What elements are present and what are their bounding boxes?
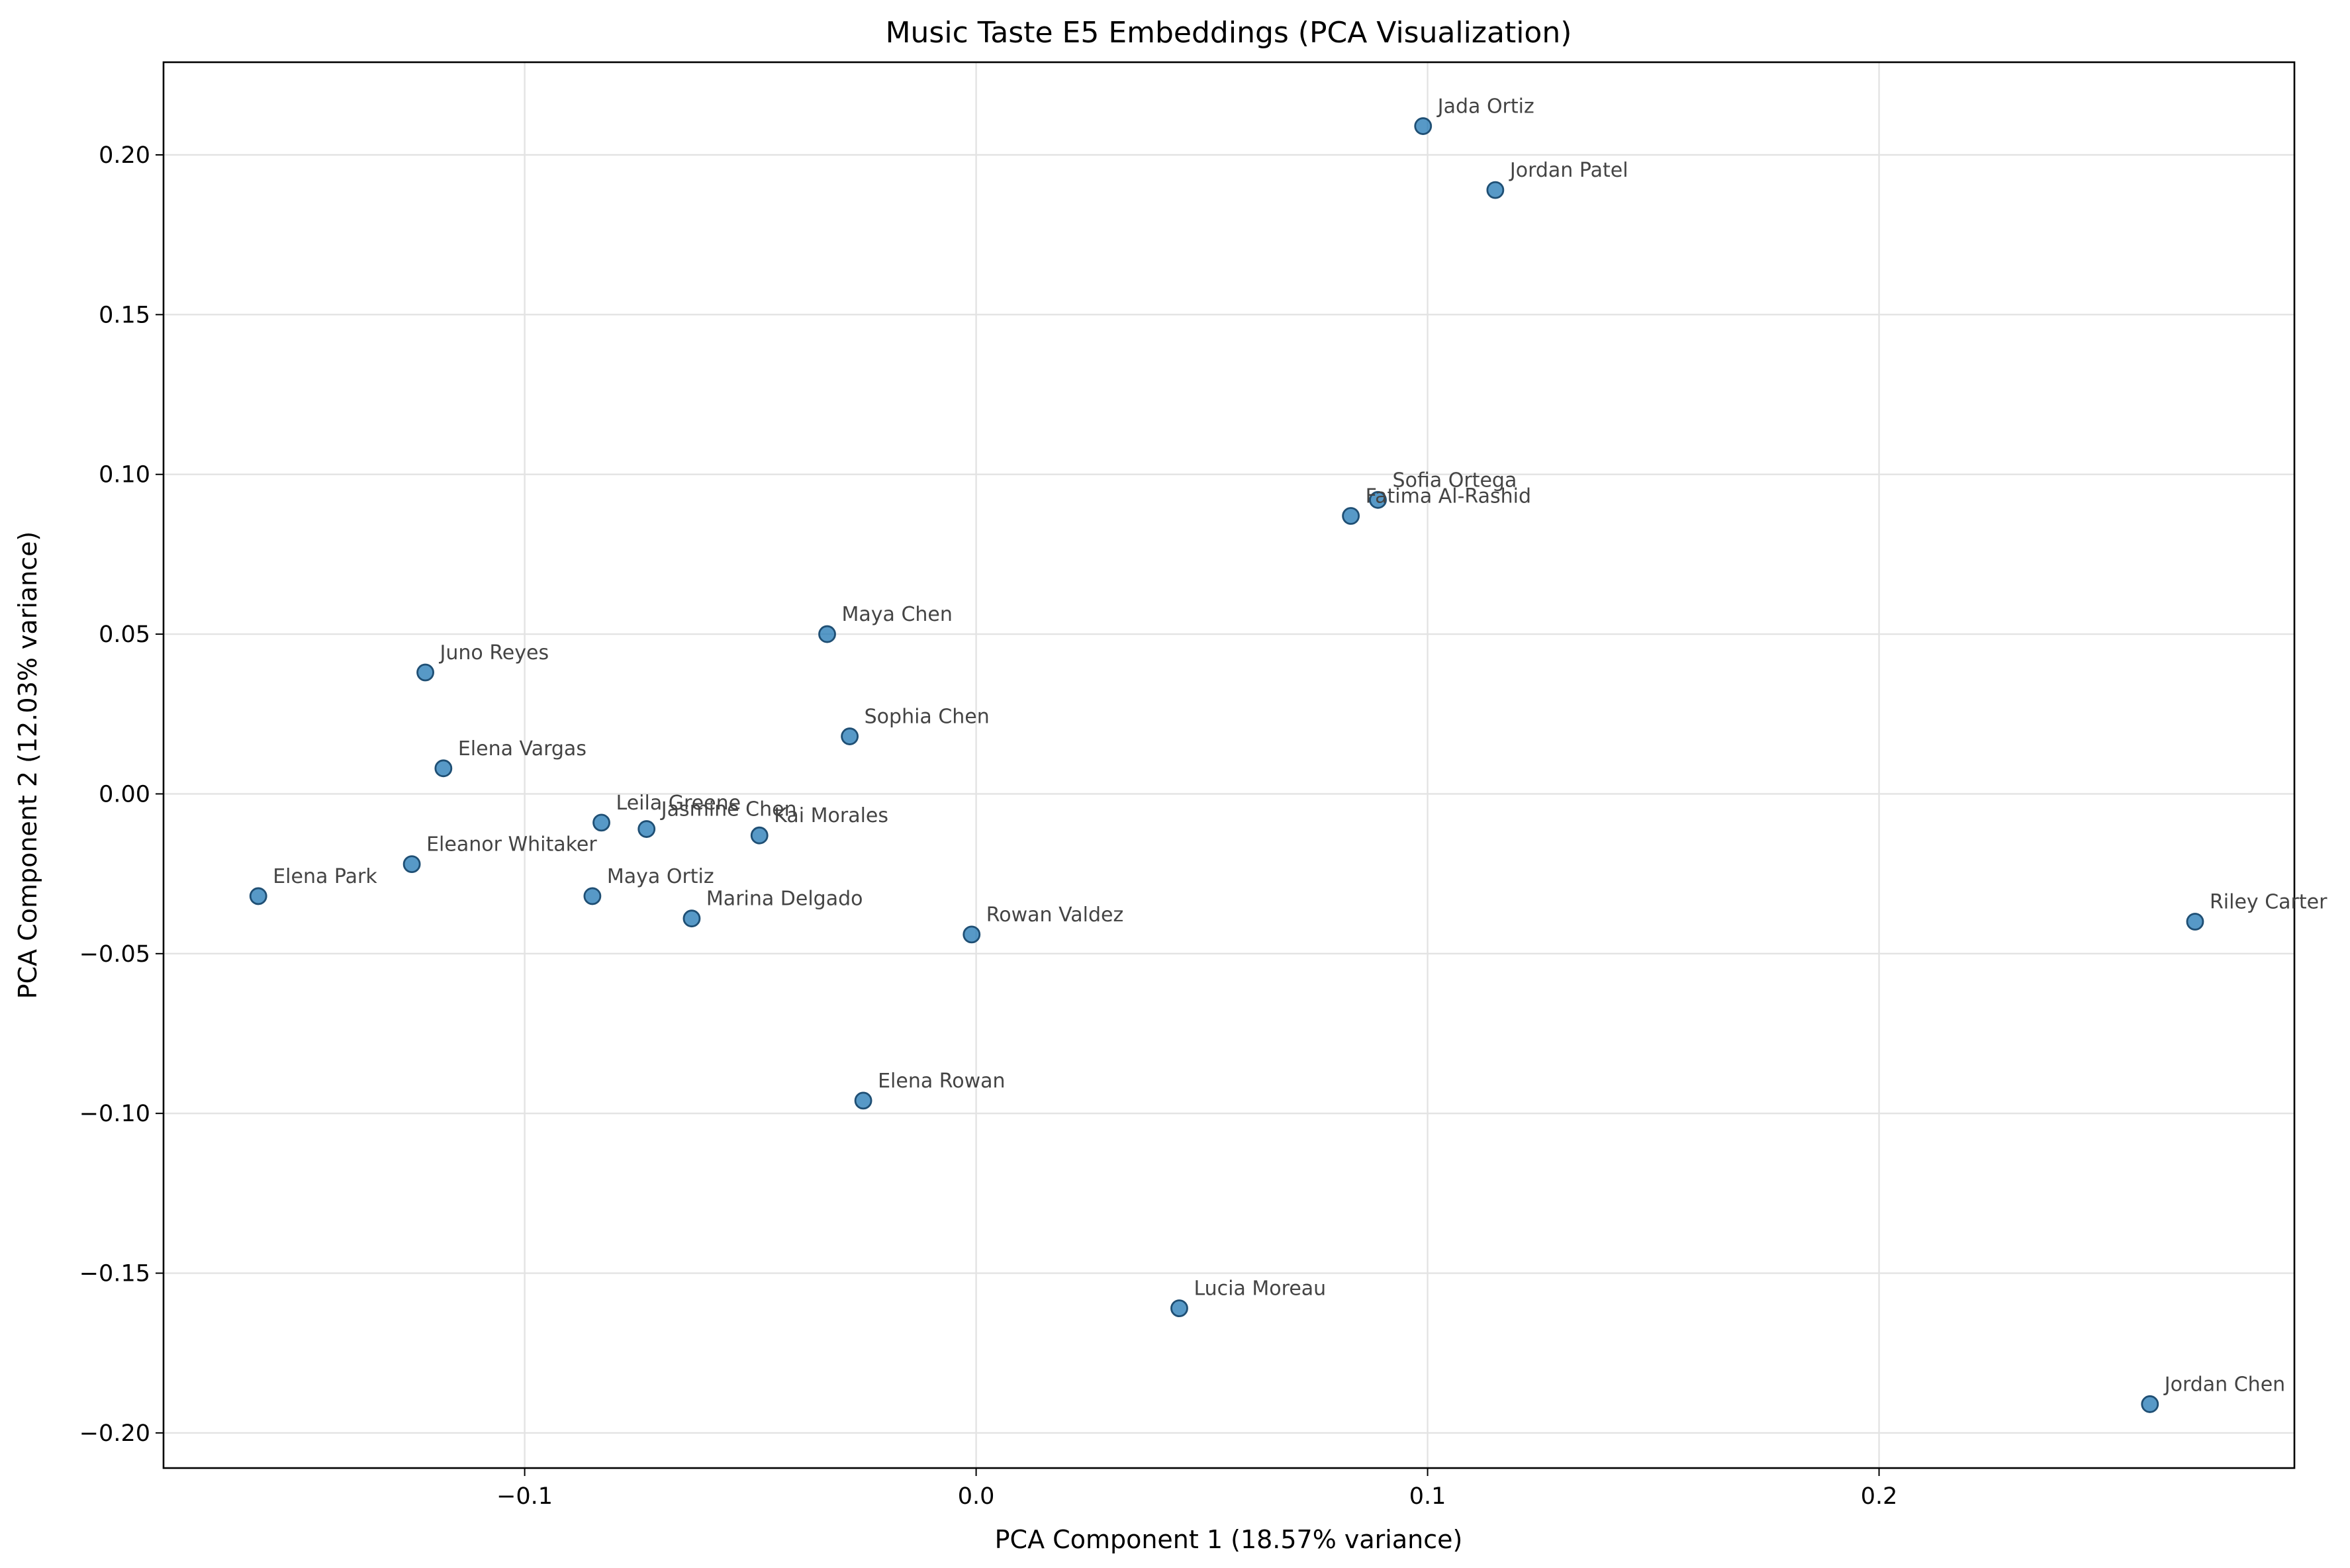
point-label: Eleanor Whitaker — [426, 833, 597, 856]
axis-ticks: −0.1 0.0 0.1 0.2 −0.20 −0.15 −0.10 −0.05 0.00 0.0… — [79, 142, 1898, 1510]
data-point — [818, 625, 836, 643]
point-label: Elena Rowan — [878, 1070, 1005, 1093]
point-label: Fatima Al-Rashid — [1366, 484, 1531, 508]
point-label: Elena Park — [273, 865, 377, 888]
point-label: Marina Delgado — [706, 888, 863, 911]
data-point — [682, 909, 701, 928]
point-labels: Jada Ortiz Jordan Patel Sofia OrtegaFatima… — [273, 95, 2327, 1397]
chart-title: Music Taste E5 Embeddings (PCA Visualiza… — [886, 16, 1572, 50]
point-label: Riley Carter — [2210, 891, 2327, 914]
data-point — [854, 1091, 872, 1110]
y-tick-label: 0.20 — [99, 142, 150, 169]
data-point — [637, 820, 656, 838]
y-tick-label: −0.15 — [79, 1261, 150, 1287]
x-tick-label: −0.1 — [496, 1483, 553, 1510]
data-point — [1369, 490, 1387, 509]
data-point — [1342, 507, 1360, 525]
y-axis-label: PCA Component 2 (12.03% variance) — [13, 531, 42, 999]
data-point — [416, 663, 434, 682]
data-point — [2141, 1395, 2159, 1413]
point-label: Lucia Moreau — [1194, 1277, 1326, 1301]
data-point — [402, 855, 421, 874]
point-label: Jasmine Chen — [660, 798, 797, 821]
point-label: Leila Greene — [616, 792, 741, 815]
data-point — [963, 925, 981, 944]
point-label: Juno Reyes — [439, 641, 549, 665]
data-point — [750, 826, 769, 845]
point-label: Jordan Chen — [2163, 1373, 2285, 1396]
x-tick-label: 0.2 — [1861, 1483, 1898, 1510]
y-tick-label: 0.05 — [99, 622, 150, 648]
data-point — [249, 887, 267, 905]
grid — [164, 62, 2294, 1468]
x-tick-label: 0.1 — [1409, 1483, 1446, 1510]
data-point — [1170, 1299, 1188, 1318]
point-label: Jordan Patel — [1509, 159, 1628, 182]
point-label: Rowan Valdez — [986, 903, 1123, 927]
data-point — [592, 813, 610, 832]
y-tick-label: −0.05 — [79, 941, 150, 968]
point-label: Jada Ortiz — [1436, 95, 1534, 118]
data-point — [1414, 117, 1433, 135]
data-points — [249, 117, 2204, 1413]
point-label: Maya Chen — [842, 603, 953, 626]
point-label: Sophia Chen — [865, 706, 990, 729]
x-axis-label: PCA Component 1 (18.57% variance) — [995, 1525, 1463, 1554]
data-point — [841, 727, 859, 745]
y-tick-label: −0.10 — [79, 1101, 150, 1127]
point-label: Kai Morales — [774, 804, 888, 827]
data-point — [434, 759, 453, 778]
point-label: Elena Vargas — [458, 737, 587, 761]
data-point — [1486, 181, 1505, 199]
point-label: Maya Ortiz — [607, 865, 714, 888]
data-point — [2186, 913, 2204, 931]
y-tick-label: 0.00 — [99, 781, 150, 807]
y-tick-label: −0.20 — [79, 1420, 150, 1447]
y-tick-label: 0.10 — [99, 462, 150, 488]
point-label: Sofia Ortega — [1393, 469, 1517, 492]
plot-frame — [162, 61, 2296, 1469]
x-tick-label: 0.0 — [958, 1483, 995, 1510]
data-point — [583, 887, 602, 905]
y-tick-label: 0.15 — [99, 302, 150, 328]
